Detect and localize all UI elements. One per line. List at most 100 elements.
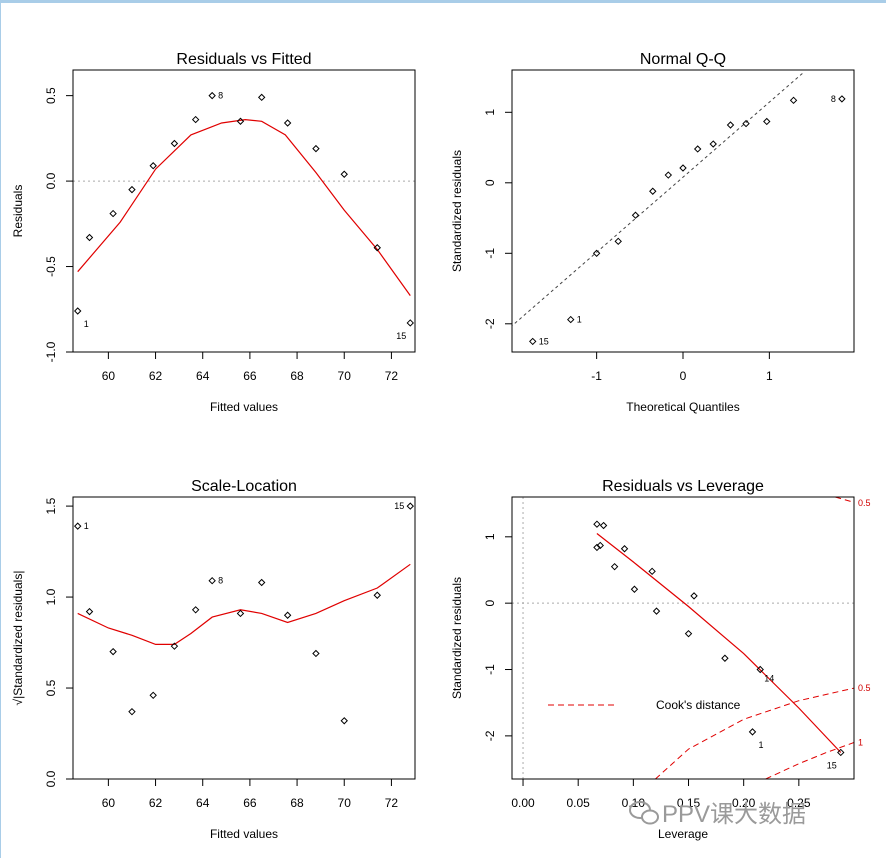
- data-point: [191, 606, 200, 614]
- data-point: [690, 592, 698, 600]
- chart-title: Normal Q-Q: [640, 51, 726, 68]
- data-point: [128, 185, 136, 194]
- x-axis-label: Theoretical Quantiles: [626, 400, 739, 414]
- data-point: [592, 249, 601, 258]
- data-point: [837, 748, 845, 757]
- smooth-line: [596, 533, 842, 753]
- watermark-text: PPV课大数据: [662, 801, 806, 828]
- chart-title: Residuals vs Leverage: [602, 478, 764, 495]
- smooth-line: [77, 563, 411, 645]
- data-point: [649, 187, 657, 195]
- x-axis-label: Leverage: [658, 827, 708, 841]
- y-tick-label: 1.5: [44, 497, 58, 514]
- x-tick-label: 0.15: [677, 796, 701, 810]
- point-label: 1: [84, 521, 89, 531]
- data-point: [257, 578, 266, 587]
- y-tick-label: 0.0: [44, 172, 58, 189]
- data-point: [74, 522, 82, 530]
- x-tick-label: 0: [680, 369, 687, 383]
- point-label: 1: [759, 740, 764, 750]
- data-point: [756, 665, 764, 674]
- x-tick-label: -1: [591, 369, 602, 383]
- data-point: [85, 233, 94, 242]
- panel-rvl: Residuals vs Leverage Leverage Standardize…: [450, 478, 871, 841]
- x-tick-label: 68: [290, 369, 304, 383]
- y-axis-label: Standardized residuals: [450, 577, 464, 699]
- data-point: [610, 562, 619, 571]
- wechat-bubble-small: [641, 809, 659, 825]
- data-point: [312, 144, 320, 153]
- x-axis-label: Fitted values: [210, 827, 278, 841]
- data-point: [149, 162, 157, 170]
- data-point: [373, 244, 381, 252]
- data-point: [567, 315, 575, 324]
- x-tick-label: 64: [196, 796, 210, 810]
- data-point: [529, 337, 537, 346]
- data-point: [340, 717, 348, 725]
- data-point: [742, 119, 750, 128]
- y-tick-label: 1.0: [44, 588, 58, 605]
- data-point: [593, 520, 601, 528]
- data-point: [170, 642, 179, 650]
- y-tick-label: 0.5: [44, 679, 58, 696]
- point-label: 15: [394, 501, 404, 511]
- cooks-curve-label: 0.5: [858, 683, 871, 693]
- point-label: 8: [831, 94, 836, 104]
- data-point: [684, 629, 693, 638]
- x-tick-label: 68: [290, 796, 304, 810]
- x-tick-label: 70: [338, 796, 352, 810]
- y-tick-label: -2: [483, 730, 497, 741]
- plot-box: [72, 69, 416, 353]
- cooks-curve-label: 0.5: [858, 498, 871, 508]
- smooth-line: [77, 118, 411, 296]
- data-point: [74, 307, 82, 315]
- y-tick-label: -2: [483, 318, 497, 329]
- data-point: [599, 521, 608, 530]
- y-tick-label: 0.0: [44, 770, 58, 787]
- data-point: [283, 119, 292, 127]
- x-tick-label: 0.25: [787, 796, 811, 810]
- watermark: PPV课大数据: [629, 801, 806, 828]
- data-point: [664, 171, 673, 179]
- data-point: [763, 117, 771, 126]
- data-point: [208, 576, 216, 585]
- x-tick-label: 0.05: [567, 796, 591, 810]
- y-tick-label: -1.0: [44, 341, 58, 362]
- point-label: 1: [84, 319, 89, 329]
- y-axis-label: Standardized residuals: [450, 150, 464, 272]
- x-tick-label: 66: [243, 796, 257, 810]
- data-point: [406, 319, 414, 327]
- wechat-icon: [629, 801, 659, 825]
- data-point: [208, 91, 216, 100]
- panel-qq: Normal Q-Q Theoretical Quantiles Standardi…: [450, 51, 855, 414]
- data-point: [236, 117, 245, 125]
- y-tick-label: 0: [483, 600, 497, 607]
- point-label: 1: [577, 315, 582, 325]
- cooks-distance-curve: [835, 497, 854, 503]
- x-tick-label: 72: [385, 796, 399, 810]
- chart-title: Residuals vs Fitted: [176, 51, 311, 68]
- data-point: [283, 611, 292, 619]
- x-axis-label: Fitted values: [210, 400, 278, 414]
- x-tick-label: 1: [766, 369, 773, 383]
- cooks-curve-label: 1: [858, 738, 863, 748]
- panel-rvf: Residuals vs Fitted Fitted values Residual…: [11, 51, 416, 414]
- panel-sl: Scale-Location Fitted values √|Standardize…: [11, 478, 416, 841]
- y-tick-label: -1: [483, 664, 497, 675]
- data-point: [748, 728, 757, 736]
- x-tick-label: 60: [102, 796, 116, 810]
- data-point: [109, 209, 117, 218]
- point-label: 14: [764, 674, 774, 684]
- data-point: [789, 96, 798, 105]
- data-point: [620, 545, 629, 553]
- chart-title: Scale-Location: [191, 478, 297, 495]
- data-point: [312, 649, 320, 658]
- data-point: [614, 237, 622, 246]
- qq-reference-line: [512, 71, 805, 327]
- y-tick-label: 1: [483, 533, 497, 540]
- data-point: [596, 541, 604, 550]
- data-point: [838, 95, 846, 103]
- point-label: 8: [218, 576, 223, 586]
